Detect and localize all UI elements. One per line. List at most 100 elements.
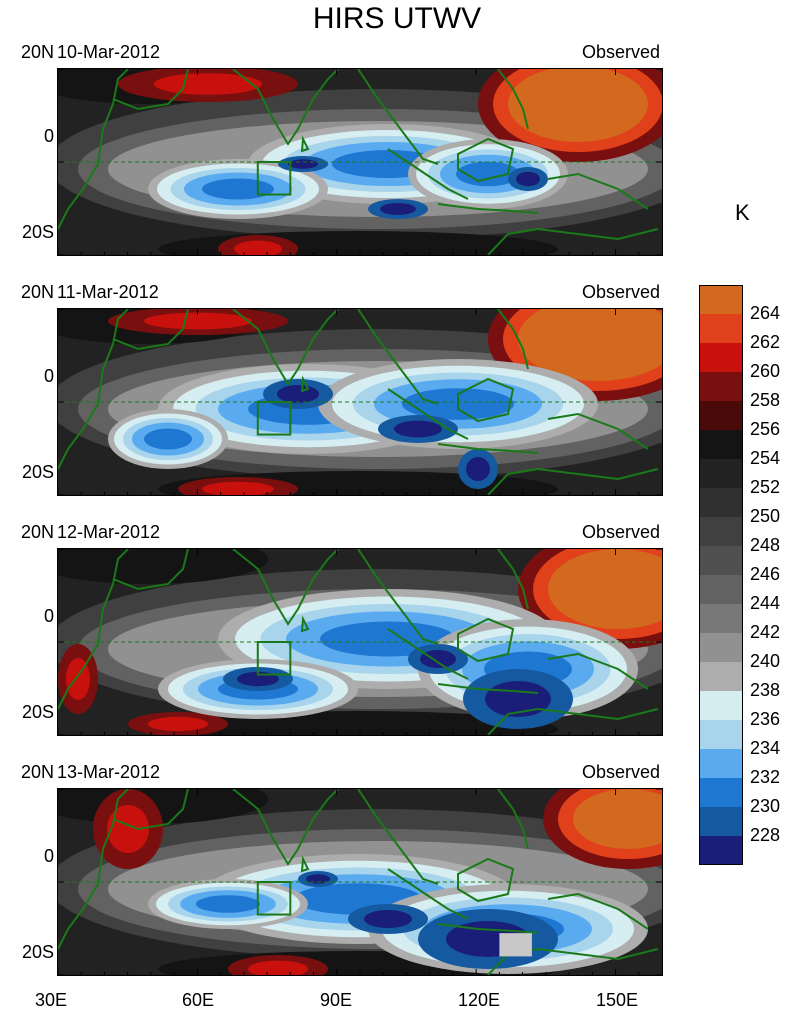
coastline [487,467,659,495]
region-box [256,881,292,916]
colorbar-label: 242 [750,622,781,642]
colorbar-label: 250 [750,506,781,526]
cold-region [196,895,260,913]
colorbar-label: 256 [750,419,781,439]
deep-convection [516,171,540,187]
colorbar-swatch [699,633,743,663]
colorbar-swatch [699,662,743,692]
colorbar-label: 246 [750,564,781,584]
coastline [357,309,439,405]
colorbar-svg [699,285,743,866]
deep-convection [288,159,318,169]
lat-label-north: 20N [20,522,54,542]
lon-label: 90E [320,990,353,1010]
coastline [457,857,515,903]
colorbar-label: 236 [750,709,781,729]
panel-tag: Observed [581,522,660,542]
map-field [57,788,663,976]
lat-label-equator: 0 [43,366,54,386]
deep-convection [394,420,442,438]
coastline [487,227,659,255]
coastline [497,309,529,370]
cold-region [144,428,192,450]
coastline [387,868,469,920]
coastline [487,947,659,975]
coastline [232,309,339,386]
colorbar-border [699,285,743,865]
colorbar-label: 244 [750,593,781,613]
colorbar-label: 262 [750,332,781,352]
deep-convection [277,385,319,403]
colorbar-swatch [699,546,743,576]
coastline [437,203,539,214]
coastline [112,789,189,831]
map-field [57,548,663,736]
deep-convection [466,457,490,481]
map-svg [58,309,662,495]
lat-label-south: 20S [21,462,54,482]
colorbar-label: 238 [750,680,781,700]
colorbar-unit: K [735,200,750,225]
coastline [457,137,515,183]
colorbar-swatch [699,836,743,866]
warm-pool [573,789,662,849]
warm-region [154,73,262,95]
colorbar-swatch [699,372,743,402]
colorbar-swatch [699,285,743,315]
lon-label: 30E [35,990,68,1010]
panel-date: 12-Mar-2012 [57,522,161,542]
coastline [437,683,539,694]
map-panel-4: 13-Mar-2012 Observed 20N 0 20S [0,762,680,1004]
colorbar-label: 252 [750,477,781,497]
lat-label-south: 20S [21,222,54,242]
coastline [300,375,310,393]
coastline [387,388,469,440]
colorbar-label: 264 [750,303,781,323]
map-panel-1: 10-Mar-2012 Observed 20N 0 20S [0,42,680,284]
colorbar-swatch [699,517,743,547]
colorbar-swatch [699,691,743,721]
cold-region [202,178,274,200]
deep-convection [306,874,330,884]
coastline [58,549,129,710]
map-field [57,308,663,496]
panel-date: 10-Mar-2012 [57,42,161,62]
map-svg [58,549,662,735]
colorbar-label: 232 [750,767,781,787]
map-panel-2: 11-Mar-2012 Observed 20N 0 20S [0,282,680,524]
colorbar-swatch [699,778,743,808]
colorbar-swatch [699,807,743,837]
warm-region [234,240,282,255]
coastline [232,789,339,866]
coastline [112,69,189,111]
coastline [457,377,515,423]
coastline [457,617,515,663]
coastline [547,652,649,690]
coastline [300,855,310,873]
warm-region [107,805,149,853]
warm-region [148,716,208,732]
coastline [487,707,659,735]
coastline [300,135,310,153]
region-box [256,401,292,436]
colorbar-swatch [699,343,743,373]
lat-label-north: 20N [20,282,54,302]
lat-label-north: 20N [20,762,54,782]
coastline [112,549,189,591]
coastline [547,172,649,210]
colorbar-label: 230 [750,796,781,816]
map-svg [58,69,662,255]
colorbar-swatch [699,720,743,750]
panel-date: 11-Mar-2012 [57,282,159,302]
coastline [437,923,539,934]
lat-label-equator: 0 [43,126,54,146]
coastline [437,443,539,454]
colorbar-swatch [699,314,743,344]
warm-region [202,481,274,495]
coastline [497,549,529,610]
coastline [357,69,439,165]
warm-pool [548,549,662,629]
region-box [256,161,292,196]
lon-label: 60E [182,990,215,1010]
map-svg [58,789,662,975]
